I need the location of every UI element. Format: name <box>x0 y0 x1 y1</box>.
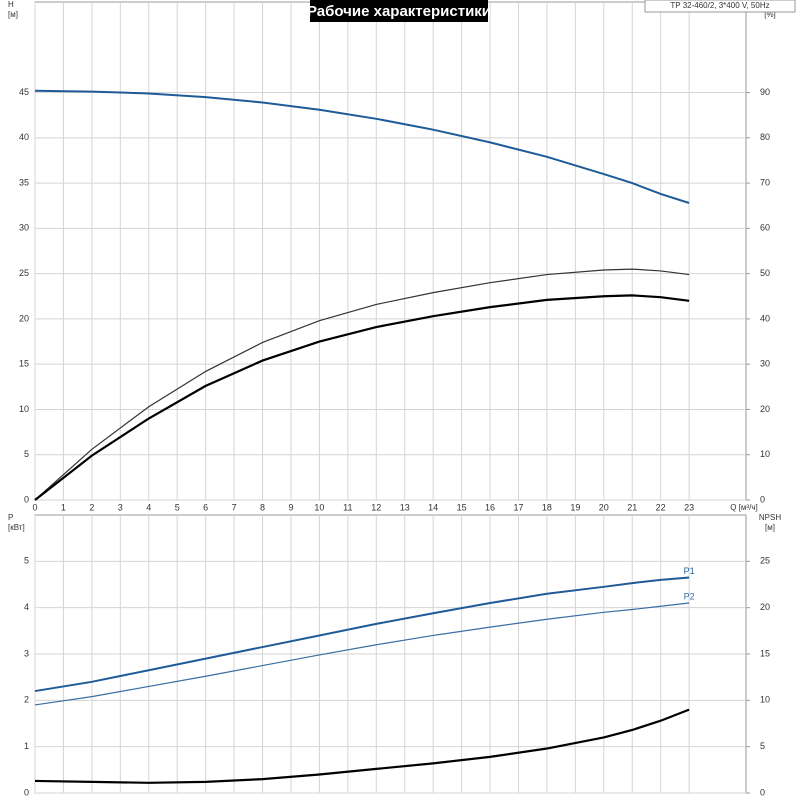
y2-tick-label: 30 <box>760 359 770 369</box>
plots: 0 1 2 3 4 5 6 7 8 9 10 11 12 13 14 15 16 17 18 19 20 21 22 2305… <box>8 0 781 797</box>
x-tick-label: 21 <box>627 502 637 512</box>
y-tick-label: 4 <box>24 602 29 612</box>
y-tick-label: 25 <box>19 268 29 278</box>
y-tick-label: 35 <box>19 177 29 187</box>
y2-tick-label: 10 <box>760 695 770 705</box>
x-tick-label: 12 <box>371 502 381 512</box>
x-tick-label: 11 <box>343 502 352 512</box>
series-line <box>34 268 690 501</box>
series-line <box>34 708 690 784</box>
y2-tick-label: 0 <box>760 787 765 797</box>
x-tick-label: 4 <box>146 502 151 512</box>
y-tick-label: 15 <box>19 359 29 369</box>
y2-tick-label: 25 <box>760 556 770 566</box>
x-tick-label: 14 <box>428 502 438 512</box>
series-label: P2 <box>684 591 695 601</box>
y-axis-label: P <box>8 513 13 522</box>
x-tick-label: 5 <box>175 502 180 512</box>
y2-tick-label: 90 <box>760 87 770 97</box>
y2-tick-label: 60 <box>760 223 770 233</box>
y-tick-label: 5 <box>24 449 29 459</box>
y-axis-label: [кВт] <box>8 523 25 532</box>
y-tick-label: 1 <box>24 741 29 751</box>
x-tick-label: 13 <box>400 502 410 512</box>
y2-tick-label: 5 <box>760 741 765 751</box>
subtitle-box <box>644 0 796 13</box>
x-axis-label: Q [м³/ч] <box>730 503 757 512</box>
y-tick-label: 0 <box>24 787 29 797</box>
x-tick-label: 19 <box>570 502 580 512</box>
x-tick-label: 10 <box>314 502 324 512</box>
y2-tick-label: 50 <box>760 268 770 278</box>
y-tick-label: 5 <box>24 556 29 566</box>
y2-axis-label: [%] <box>764 10 776 19</box>
series-line <box>34 294 690 501</box>
series-line <box>34 576 690 693</box>
y2-axis-label: NPSH <box>759 513 781 522</box>
y-tick-label: 0 <box>24 494 29 504</box>
x-tick-label: 18 <box>542 502 552 512</box>
y2-tick-label: 40 <box>760 313 770 323</box>
x-tick-label: 7 <box>232 502 237 512</box>
y-axis-label: [м] <box>8 10 18 19</box>
y2-tick-label: 10 <box>760 449 770 459</box>
y2-tick-label: 80 <box>760 132 770 142</box>
y-tick-label: 30 <box>19 223 29 233</box>
y-tick-label: 40 <box>19 132 29 142</box>
x-tick-label: 16 <box>485 502 495 512</box>
x-tick-label: 9 <box>288 502 293 512</box>
y-tick-label: 2 <box>24 695 29 705</box>
series-line <box>34 602 690 706</box>
x-tick-label: 22 <box>656 502 666 512</box>
subtitle: TP 32-460/2, 3*400 V, 50Hz <box>670 1 769 10</box>
x-tick-label: 8 <box>260 502 265 512</box>
x-tick-label: 0 <box>32 502 37 512</box>
title-box <box>310 0 488 22</box>
y-axis-label: H <box>8 0 14 9</box>
series-label: P1 <box>684 566 695 576</box>
y-tick-label: 10 <box>19 404 29 414</box>
y2-tick-label: 20 <box>760 602 770 612</box>
y2-tick-label: 70 <box>760 177 770 187</box>
y-tick-label: 45 <box>19 87 29 97</box>
x-tick-label: 3 <box>118 502 123 512</box>
x-tick-label: 2 <box>89 502 94 512</box>
x-tick-label: 23 <box>684 502 694 512</box>
y2-tick-label: 20 <box>760 404 770 414</box>
chart-title: Рабочие характеристики <box>307 3 491 20</box>
x-tick-label: 15 <box>457 502 467 512</box>
y-tick-label: 3 <box>24 648 29 658</box>
x-tick-label: 6 <box>203 502 208 512</box>
y-tick-label: 20 <box>19 313 29 323</box>
y2-axis-label: [м] <box>765 523 775 532</box>
x-tick-label: 1 <box>61 502 66 512</box>
y2-tick-label: 15 <box>760 648 770 658</box>
x-tick-label: 17 <box>513 502 523 512</box>
series-line <box>34 89 690 204</box>
y2-tick-label: 0 <box>760 494 765 504</box>
x-tick-label: 20 <box>599 502 609 512</box>
